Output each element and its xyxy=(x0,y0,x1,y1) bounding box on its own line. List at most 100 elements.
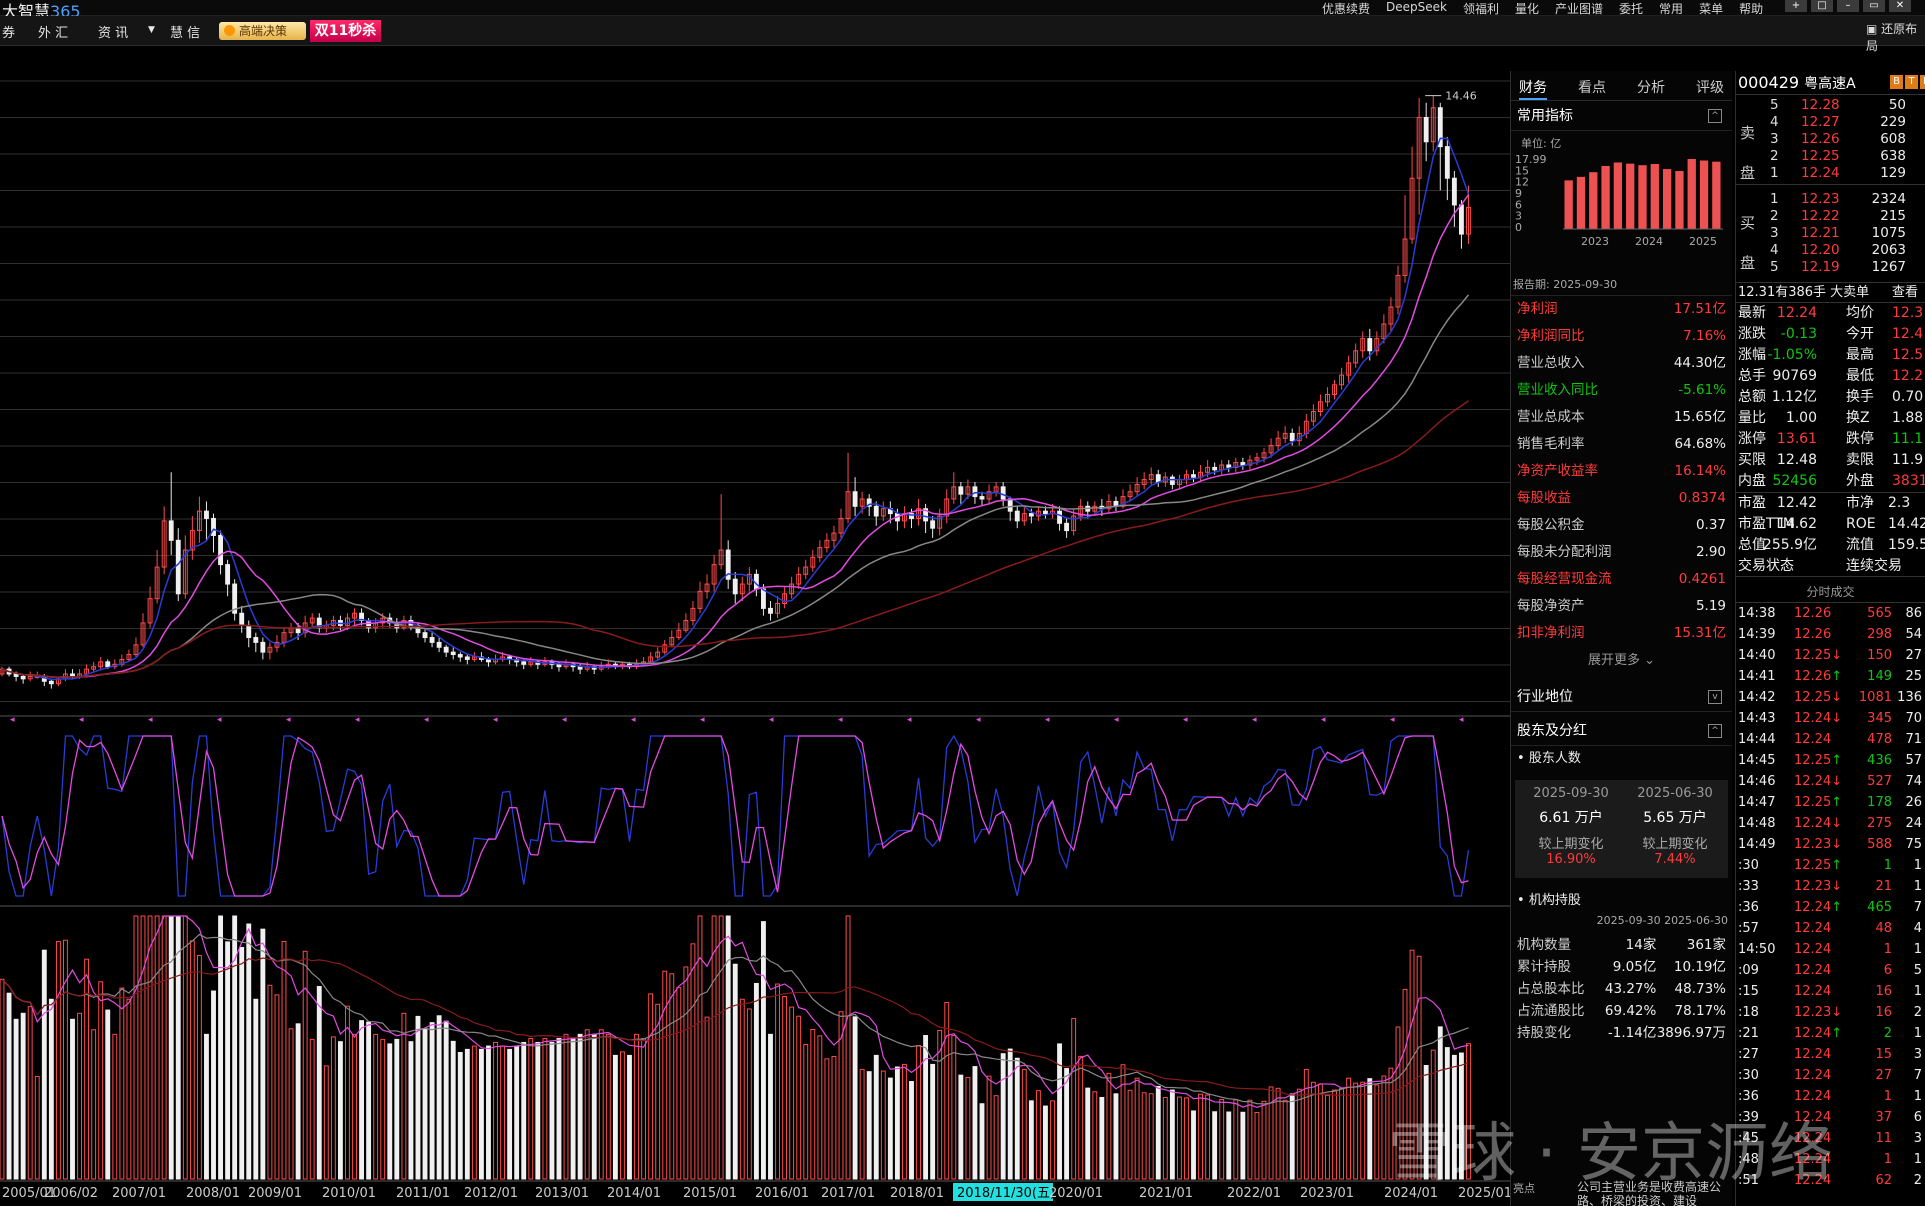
tick-row[interactable]: 14:50 12.24 1 1 xyxy=(1738,942,1922,957)
window-button[interactable]: ▭ xyxy=(1863,0,1885,12)
stock-flag[interactable]: R xyxy=(1920,75,1925,89)
chevron-down-icon[interactable]: ▼ xyxy=(148,25,155,35)
tick-row[interactable]: 14:49 12.23↓ 588 75 xyxy=(1738,837,1922,852)
tick-row[interactable]: :30 12.25↑ 1 1 xyxy=(1738,858,1922,873)
metric-row[interactable]: 净利润 17.51亿 xyxy=(1511,296,1732,323)
book-row[interactable]: 5 12.19 1267 xyxy=(1770,259,1906,275)
tab-highlights[interactable]: 看点 xyxy=(1578,80,1606,96)
tick-row[interactable]: 14:44 12.24 478 71 xyxy=(1738,732,1922,747)
metric-row[interactable]: 营业总收入 44.30亿 xyxy=(1511,350,1732,377)
metric-row[interactable]: 净利润同比 7.16% xyxy=(1511,323,1732,350)
tick-row[interactable]: :15 12.24 16 1 xyxy=(1738,984,1922,999)
menu-item[interactable]: 产业图谱 xyxy=(1555,2,1604,16)
tick-row[interactable]: :57 12.24 48 4 xyxy=(1738,921,1922,936)
ticks-title[interactable]: 分时成交 xyxy=(1736,581,1925,603)
tick-row[interactable]: :33 12.23↓ 21 1 xyxy=(1738,879,1922,894)
toolbar-huixin-button[interactable]: 慧 信 xyxy=(170,26,201,41)
tick-row[interactable]: 14:43 12.24↓ 345 70 xyxy=(1738,711,1922,726)
metric-row[interactable]: 净资产收益率 16.14% xyxy=(1511,458,1732,485)
section-industry[interactable]: 行业地位 v xyxy=(1511,682,1732,712)
tick-row[interactable]: 14:41 12.26↑ 149 25 xyxy=(1738,669,1922,684)
metric-row[interactable]: 销售毛利率 64.68% xyxy=(1511,431,1732,458)
tick-row[interactable]: :21 12.24↑ 2 1 xyxy=(1738,1026,1922,1041)
book-row[interactable]: 5 12.28 50 xyxy=(1770,97,1906,113)
menu-item[interactable]: 常用 xyxy=(1659,2,1684,16)
metric-row[interactable]: 每股公积金 0.37 xyxy=(1511,512,1732,539)
toolbar-forex-button[interactable]: 外 汇 xyxy=(38,26,69,41)
stock-flag[interactable]: B xyxy=(1890,75,1903,89)
tick-row[interactable]: 14:42 12.25↓ 1081 136 xyxy=(1738,690,1922,705)
metric-row[interactable]: 扣非净利润 15.31亿 xyxy=(1511,620,1732,647)
book-row[interactable]: 3 12.26 608 xyxy=(1770,131,1906,147)
book-row[interactable]: 4 12.27 229 xyxy=(1770,114,1906,130)
toolbar-news-button[interactable]: 资 讯 xyxy=(98,26,129,41)
section-holders[interactable]: 股东及分红 ^ xyxy=(1511,716,1732,746)
kline-chart-area[interactable]: 14.46 ◂ ◂ ◂ ◂ ◂ ◂ ◂ ◂ ◂ ◂ ◂ ◂ ◂ ◂ ◂ ◂ ◂ ◂ ◂ ◂ ◂ ◂ 2005/01 2006/0… xyxy=(0,71,1512,1206)
menu-item[interactable]: 菜单 xyxy=(1699,2,1724,16)
menu-item[interactable]: 帮助 xyxy=(1739,2,1764,16)
sell-label: 卖盘 xyxy=(1740,124,1756,182)
metric-row[interactable]: 每股收益 0.8374 xyxy=(1511,485,1732,512)
premium-button[interactable]: 高端决策 xyxy=(219,22,306,40)
menu-item[interactable]: 委托 xyxy=(1619,2,1644,16)
book-row[interactable]: 2 12.25 638 xyxy=(1770,148,1906,164)
kline-chart-svg[interactable]: 14.46 ◂ ◂ ◂ ◂ ◂ ◂ ◂ ◂ ◂ ◂ ◂ ◂ ◂ ◂ ◂ ◂ ◂ ◂ ◂ ◂ ◂ ◂ 2005/012006/0… xyxy=(0,71,1512,1206)
restore-layout-button[interactable]: ▣ 还原布局 xyxy=(1866,22,1918,53)
view-link[interactable]: 查看 xyxy=(1892,285,1919,300)
window-button[interactable]: + xyxy=(1785,0,1807,12)
expand-more-button[interactable]: 展开更多 ⌄ xyxy=(1587,653,1656,668)
tick-row[interactable]: :18 12.23↓ 16 2 xyxy=(1738,1005,1922,1020)
metric-row[interactable]: 营业收入同比 -5.61% xyxy=(1511,377,1732,404)
window-button[interactable]: □ xyxy=(1811,0,1833,12)
menu-item[interactable]: DeepSeek xyxy=(1386,0,1447,14)
book-row[interactable]: 1 12.24 129 xyxy=(1770,165,1906,181)
tick-row[interactable]: :27 12.24 15 3 xyxy=(1738,1047,1922,1062)
metric-row[interactable]: 每股未分配利润 2.90 xyxy=(1511,539,1732,566)
tick-row[interactable]: :51 12.24 62 2 xyxy=(1738,1173,1922,1188)
volume-bar xyxy=(471,1045,477,1180)
tick-row[interactable]: :45 12.24 11 3 xyxy=(1738,1131,1922,1146)
toolbar-stock-button[interactable]: 券 xyxy=(2,26,16,41)
candle-body xyxy=(429,637,435,643)
tick-row[interactable]: 14:46 12.24↓ 527 74 xyxy=(1738,774,1922,789)
expand-icon[interactable]: v xyxy=(1708,690,1722,704)
candle-body xyxy=(972,486,978,498)
tick-row[interactable]: :09 12.24 6 5 xyxy=(1738,963,1922,978)
tick-row[interactable]: 14:45 12.25↑ 436 57 xyxy=(1738,753,1922,768)
metric-row[interactable]: 每股净资产 5.19 xyxy=(1511,593,1732,620)
tick-row[interactable]: :36 12.24↑ 465 7 xyxy=(1738,900,1922,915)
tick-row[interactable]: 14:47 12.25↑ 178 26 xyxy=(1738,795,1922,810)
book-row[interactable]: 4 12.20 2063 xyxy=(1770,242,1906,258)
tick-row[interactable]: :36 12.24 1 1 xyxy=(1738,1089,1922,1104)
metric-row[interactable]: 营业总成本 15.65亿 xyxy=(1511,404,1732,431)
menu-item[interactable]: 领福利 xyxy=(1462,2,1499,16)
tick-list[interactable]: 14:38 12.26 565 86 14:39 12.26 298 54 14:40 12.25… xyxy=(1736,603,1925,1191)
tick-row[interactable]: :39 12.24 37 6 xyxy=(1738,1110,1922,1125)
book-row[interactable]: 1 12.23 2324 xyxy=(1770,191,1906,207)
candle-body xyxy=(1458,204,1464,235)
metric-row[interactable]: 每股经营现金流 0.4261 xyxy=(1511,566,1732,593)
tab-rating[interactable]: 评级 xyxy=(1696,80,1724,96)
big-order-bar[interactable]: 12.31有386手 大卖单 查看 xyxy=(1736,283,1925,303)
volume-bar xyxy=(556,1038,562,1180)
collapse-icon[interactable]: ^ xyxy=(1708,724,1722,738)
candle-body xyxy=(1360,338,1366,352)
book-row[interactable]: 2 12.22 215 xyxy=(1770,208,1906,224)
section-common-indicators[interactable]: 常用指标 ^ xyxy=(1511,101,1732,131)
tab-finance[interactable]: 财务 xyxy=(1519,77,1547,100)
book-row[interactable]: 3 12.21 1075 xyxy=(1770,225,1906,241)
tick-row[interactable]: :30 12.24 27 7 xyxy=(1738,1068,1922,1083)
tick-row[interactable]: :48 12.24 1 1 xyxy=(1738,1152,1922,1167)
tick-row[interactable]: 14:40 12.25↓ 150 27 xyxy=(1738,648,1922,663)
collapse-icon[interactable]: ^ xyxy=(1708,109,1722,123)
stock-flag[interactable]: T xyxy=(1905,75,1918,89)
window-button[interactable]: – xyxy=(1837,0,1859,12)
tick-row[interactable]: 14:39 12.26 298 54 xyxy=(1738,627,1922,642)
tick-row[interactable]: 14:48 12.24↓ 275 24 xyxy=(1738,816,1922,831)
window-button[interactable]: ✕ xyxy=(1889,0,1911,12)
menu-item[interactable]: 量化 xyxy=(1515,2,1540,16)
menu-item[interactable]: 优惠续费 xyxy=(1322,2,1371,16)
tick-row[interactable]: 14:38 12.26 565 86 xyxy=(1738,606,1922,621)
tab-analysis[interactable]: 分析 xyxy=(1637,80,1665,96)
promo-banner[interactable]: 双11秒杀 xyxy=(310,20,381,42)
